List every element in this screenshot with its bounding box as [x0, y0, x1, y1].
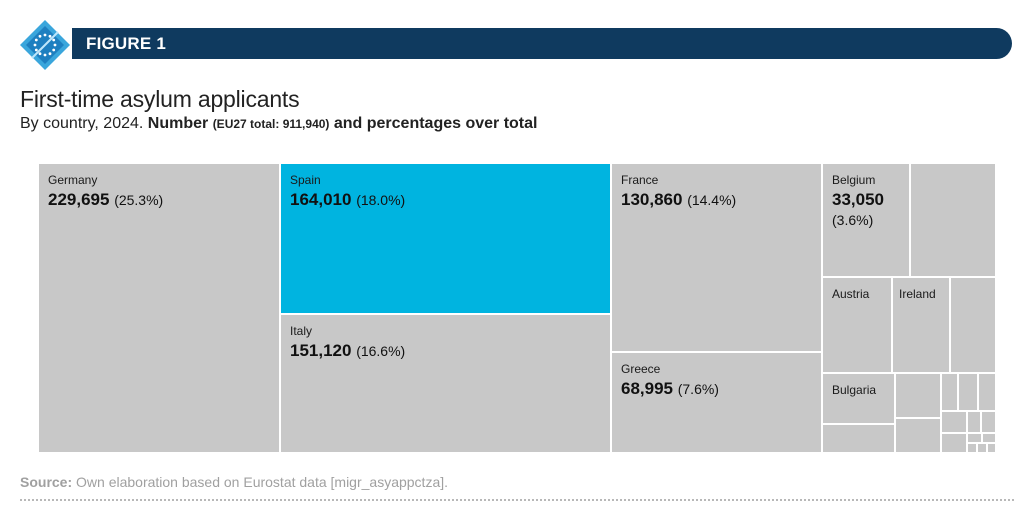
tile-label: Italy [290, 324, 313, 338]
subtitle-bold-number: Number [147, 115, 213, 132]
tile-austria: Austria [822, 277, 892, 373]
source-note: Source: Own elaboration based on Eurosta… [20, 474, 448, 490]
figure-banner: FIGURE 1 [72, 28, 1012, 59]
tile-italy: Italy 151,120 (16.6%) [280, 314, 611, 453]
tile-label: France [621, 173, 659, 187]
tile-germany: Germany 229,695 (25.3%) [38, 163, 280, 453]
treemap-chart: Germany 229,695 (25.3%) Spain 164,010 (1… [38, 163, 996, 453]
subtitle-total: (EU27 total: 911,940) [212, 117, 330, 131]
tile-small-country [941, 373, 958, 411]
tile-label: Bulgaria [832, 383, 877, 397]
tile-value: 151,120 (16.6%) [290, 341, 405, 361]
value-number: 229,695 [48, 190, 110, 209]
chart-title: First-time asylum applicants [20, 86, 300, 112]
figure-label: FIGURE 1 [86, 34, 167, 53]
source-label: Source: [20, 474, 73, 490]
tile-small-country [967, 411, 981, 433]
subtitle-lead: By country, 2024. [20, 115, 148, 132]
tile-value: 33,050 [832, 190, 884, 209]
value-number: 68,995 [621, 379, 673, 398]
tile-small-country [958, 373, 978, 411]
tile-small-country [941, 433, 967, 453]
value-number: 130,860 [621, 190, 683, 209]
value-percent: (3.6%) [832, 212, 874, 228]
tile-small-country [981, 411, 996, 433]
value-percent: (16.6%) [356, 343, 406, 359]
chart-subtitle: By country, 2024. Number (EU27 total: 91… [20, 115, 537, 133]
value-percent: (14.4%) [687, 192, 737, 208]
tile-small-country [941, 411, 967, 433]
tile-small-country [822, 424, 895, 453]
tile-greece: Greece 68,995 (7.6%) [611, 352, 822, 453]
subtitle-bold-percent: and percentages over total [329, 115, 538, 132]
eu-logo [18, 18, 72, 72]
tile-label: Germany [48, 173, 98, 187]
tile-small-country [967, 443, 977, 453]
tile-label: Spain [290, 173, 321, 187]
tile-small-country [982, 433, 996, 443]
tile-label: Austria [832, 287, 870, 301]
tile-value: 229,695 (25.3%) [48, 190, 163, 210]
tile-value: 164,010 (18.0%) [290, 190, 405, 210]
tile-bulgaria: Bulgaria [822, 373, 895, 424]
tile-spain: Spain 164,010 (18.0%) [280, 163, 611, 314]
tile-label: Ireland [899, 287, 936, 301]
tile-small-country [895, 418, 941, 453]
tile-france: France 130,860 (14.4%) [611, 163, 822, 352]
value-percent: (25.3%) [114, 192, 164, 208]
tile-small-country [987, 443, 996, 453]
tile-small-country [977, 443, 987, 453]
tile-small-country [967, 433, 982, 443]
tile-small-country [950, 277, 996, 373]
tile-small-country [895, 373, 941, 418]
value-number: 151,120 [290, 341, 352, 360]
tile-label: Belgium [832, 173, 876, 187]
tile-belgium: Belgium 33,050 (3.6%) [822, 163, 910, 277]
tile-ireland: Ireland [892, 277, 950, 373]
tile-value: 130,860 (14.4%) [621, 190, 736, 210]
tile-small-country [978, 373, 996, 411]
source-text: Own elaboration based on Eurostat data [… [72, 474, 449, 490]
tile-small-country [910, 163, 996, 277]
value-percent: (7.6%) [677, 381, 719, 397]
value-percent: (18.0%) [356, 192, 406, 208]
value-number: 164,010 [290, 190, 352, 209]
dotted-divider [20, 499, 1014, 501]
tile-value: 68,995 (7.6%) [621, 379, 719, 399]
tile-label: Greece [621, 362, 661, 376]
